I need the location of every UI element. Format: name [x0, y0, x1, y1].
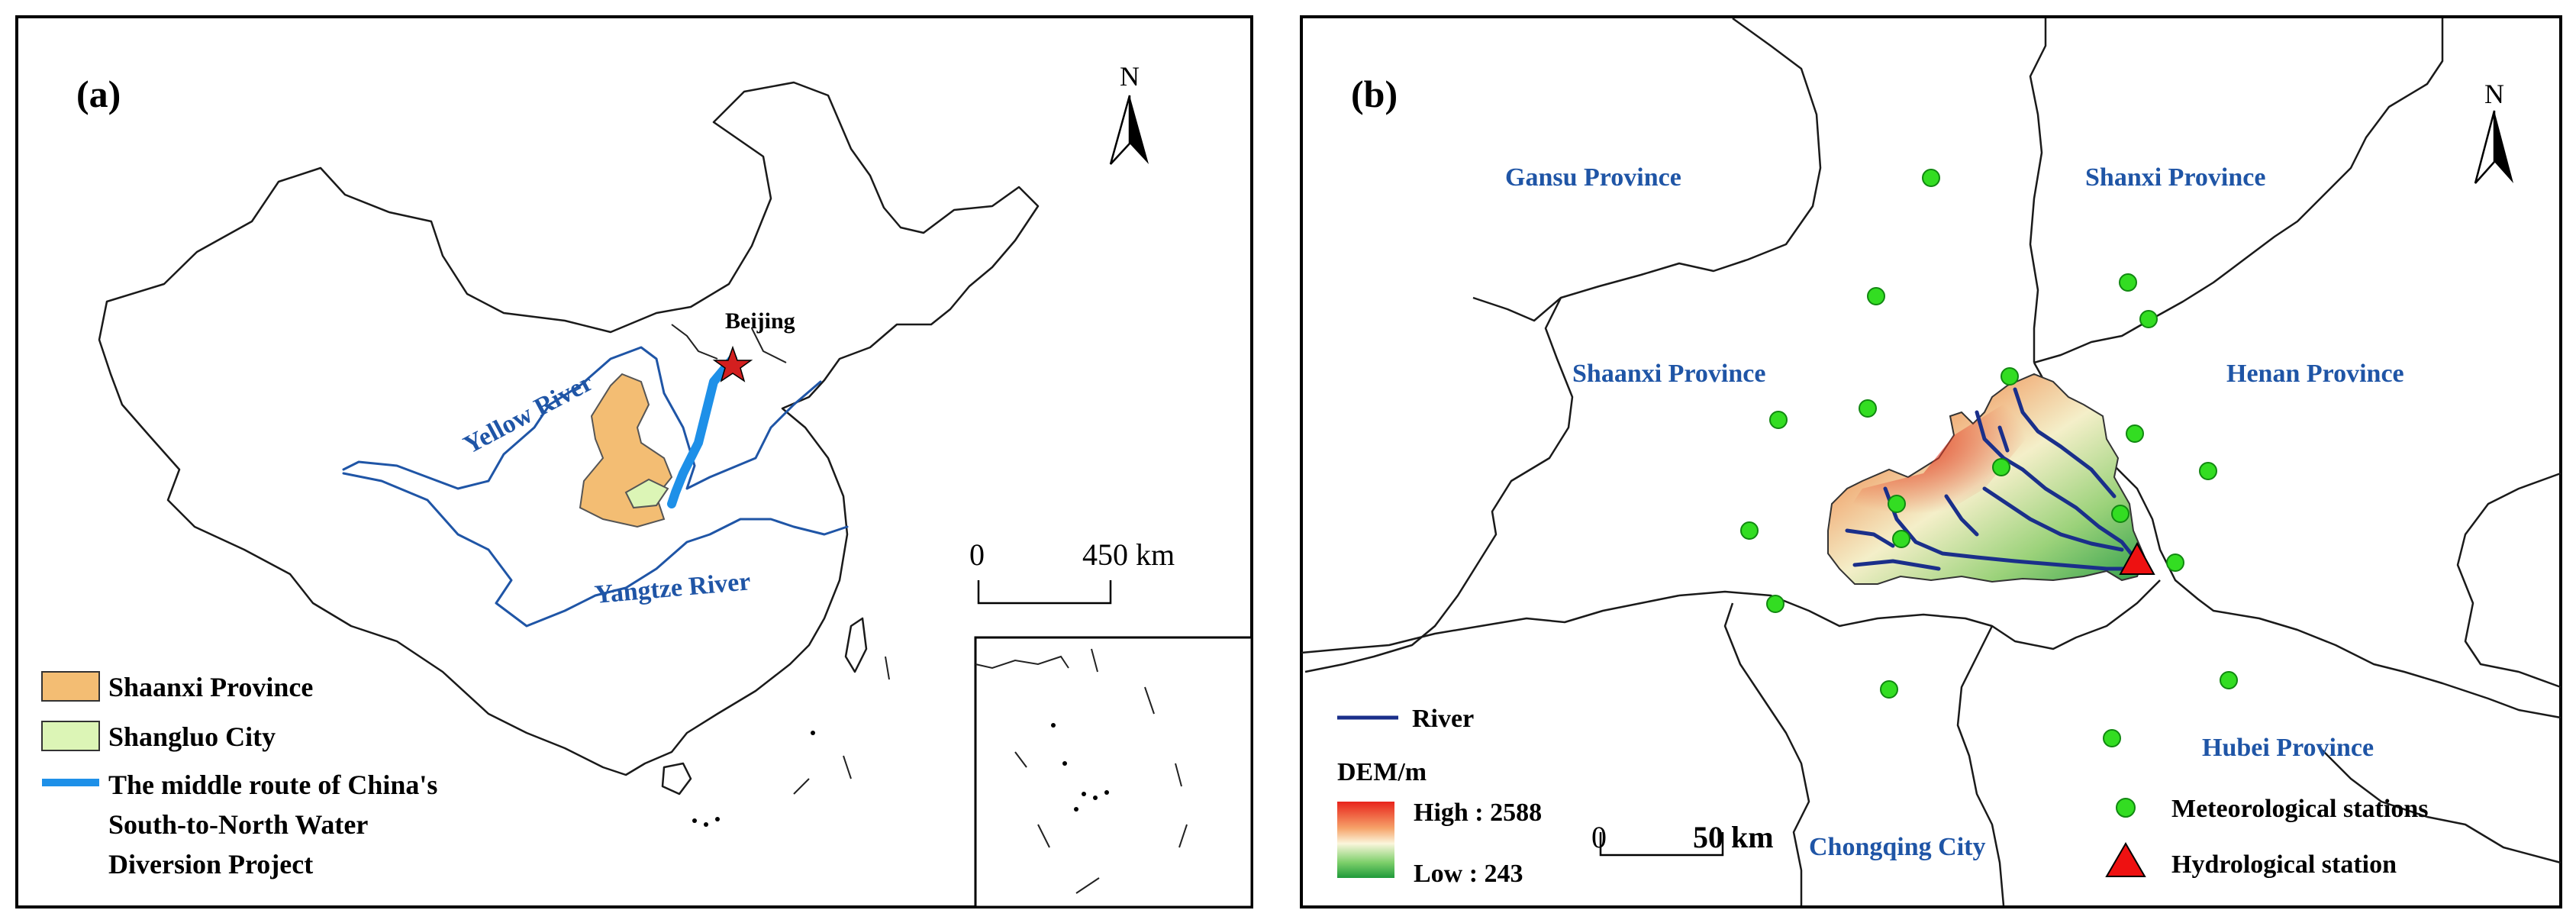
yellow-river-line [342, 346, 822, 490]
beijing-label: Beijing [725, 308, 795, 334]
station-marker [1892, 530, 1910, 548]
legend-b: River DEM/m High : 2588 Low : 243 Meteor… [1337, 705, 2428, 888]
hainan-island [661, 762, 692, 796]
chongqing-western-boundary [1723, 602, 1810, 905]
south-boundary [2320, 747, 2561, 864]
scale-bar-b: 0 50 km [1591, 820, 1774, 857]
station-marker [2111, 505, 2129, 523]
province-label-hubei: Hubei Province [2202, 734, 2374, 762]
legend-route-label-2: South-to-North Water [108, 809, 368, 840]
legend-hydro-label: Hydrological station [2171, 850, 2397, 879]
scale-b-zero: 0 [1591, 820, 1607, 854]
station-marker [1867, 287, 1885, 305]
scale-a-end: 450 km [1082, 537, 1175, 572]
shanxi-boundary [2029, 18, 2047, 363]
station-marker [2001, 367, 2019, 386]
north-label: N [1120, 61, 1140, 92]
panel-a-label: (a) [76, 73, 121, 115]
legend-shaanxi-swatch [41, 671, 100, 702]
station-marker [1888, 495, 1906, 513]
panel-a: (a) N Beijing Yellow River Yangtze River [15, 15, 1253, 908]
legend-station-marker [2116, 798, 2136, 818]
inner-boundary [1472, 296, 1562, 322]
panel-b-label: (b) [1351, 73, 1398, 115]
legend-shangluo-swatch [41, 721, 100, 751]
province-label-chongqing: Chongqing City [1809, 833, 1985, 861]
north-arrow-icon: N [2474, 79, 2513, 184]
station-marker [2139, 310, 2158, 328]
station-marker [2199, 462, 2217, 480]
legend-route-label-1: The middle route of China's [108, 770, 437, 800]
shaanxi-chongqing-boundary [1301, 594, 1680, 654]
scale-bar-a: 0 450 km [969, 537, 1175, 605]
islands [692, 656, 890, 827]
legend-route-label-3: Diversion Project [108, 849, 313, 879]
south-china-sea-inset [974, 636, 1253, 908]
province-label-shaanxi: Shaanxi Province [1572, 360, 1765, 388]
legend-met-label: Meteorological stations [2171, 795, 2428, 823]
legend-shangluo-label: Shangluo City [108, 721, 276, 752]
yangtze-river-line [342, 472, 849, 628]
legend-dem-title: DEM/m [1337, 758, 1427, 786]
legend-dem-high: High : 2588 [1414, 799, 1542, 827]
scale-a-zero: 0 [969, 537, 985, 572]
station-marker [2126, 424, 2144, 443]
station-marker [1740, 521, 1759, 540]
basin-rivers [1845, 387, 2139, 571]
station-marker [1859, 399, 1877, 418]
station-marker [2220, 671, 2238, 689]
station-marker [1880, 680, 1898, 699]
province-label-shanxi: Shanxi Province [2085, 163, 2265, 192]
province-label-gansu: Gansu Province [1505, 163, 1681, 192]
station-marker [2119, 273, 2137, 292]
hubei-henan-boundary [2456, 472, 2561, 689]
north-arrow-icon: N [1109, 61, 1149, 165]
taiwan-island [844, 617, 868, 673]
middle-route-line [667, 354, 737, 508]
station-marker [2166, 553, 2184, 572]
beijing-star-icon [712, 345, 753, 382]
station-marker [1992, 458, 2010, 476]
legend-dem-ramp [1337, 802, 1394, 878]
province-line [751, 328, 787, 363]
shanxi-henan-boundary [2033, 18, 2444, 364]
legend-river-label: River [1412, 705, 1474, 733]
legend-hydro-marker [2105, 842, 2146, 877]
legend-dem-low: Low : 243 [1414, 860, 1523, 888]
panel-b: (b) N [1300, 15, 2562, 908]
hydrological-station-marker [2119, 541, 2155, 575]
north-label-b: N [2484, 79, 2504, 109]
station-marker [1769, 411, 1788, 429]
china-outline [98, 81, 1040, 776]
legend-a: Shaanxi Province Shangluo City The middl… [41, 671, 437, 879]
legend-shaanxi-label: Shaanxi Province [108, 672, 313, 702]
station-marker [1766, 595, 1785, 613]
panel-b-frame [1300, 15, 2562, 908]
station-marker [1922, 169, 1940, 187]
province-line [671, 324, 718, 360]
meteorological-stations [1740, 169, 2238, 747]
scale-b-end: 50 km [1693, 820, 1774, 854]
province-label-henan: Henan Province [2226, 360, 2404, 388]
shangluo-city-area [624, 478, 669, 509]
chongqing-hubei-boundary [1956, 625, 2005, 906]
gansu-shaanxi-boundary [1304, 17, 1822, 673]
station-marker [2103, 729, 2121, 747]
